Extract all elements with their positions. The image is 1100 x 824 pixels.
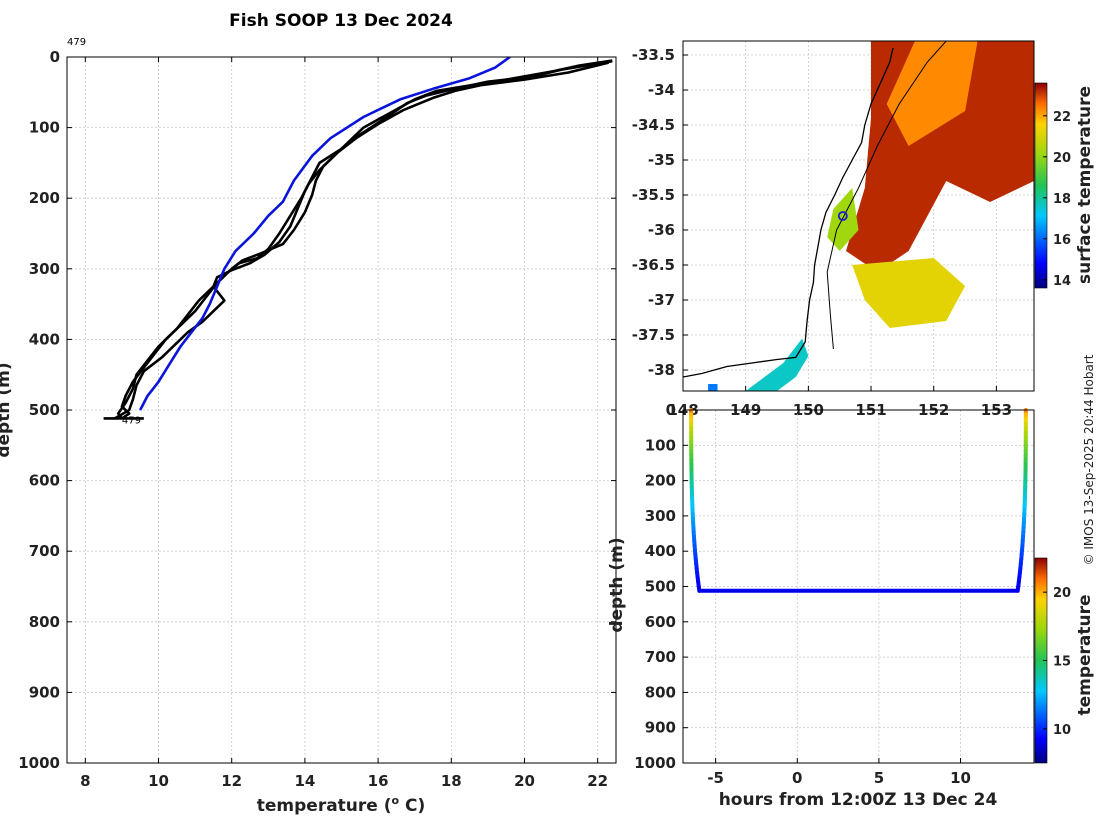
depth-time-y-tick-label: 700: [645, 648, 676, 666]
depth-time-y-tick-label: 0: [666, 401, 676, 419]
sst-region-coastal-teal: [708, 384, 717, 391]
map-y-tick-label: -34.5: [632, 116, 675, 134]
profile-lines: [104, 57, 613, 419]
profile-y-tick-label: 900: [29, 683, 60, 701]
x-label-main: temperature (: [257, 796, 392, 816]
map-y-tick-label: -37.5: [632, 326, 675, 344]
profile-frame: [67, 57, 616, 763]
profile-y-axis-label: depth (m): [0, 362, 14, 457]
sst-colorbar-tick-label: 14: [1053, 274, 1071, 289]
sst-colorbar-tick-label: 18: [1053, 192, 1071, 207]
profile-y-tick-label: 1000: [18, 754, 60, 772]
depth-time-y-tick-label: 100: [645, 436, 676, 454]
temperature-colorbar-label: temperature: [1075, 594, 1095, 715]
profile-x-tick-label: 16: [368, 772, 389, 790]
depth-time-trace: [691, 410, 1026, 591]
profile-y-tick-label: 800: [29, 613, 60, 631]
depth-time-y-tick-label: 400: [645, 542, 676, 560]
profile-x-tick-label: 10: [148, 772, 169, 790]
temperature-colorbar-tick-label: 20: [1053, 586, 1071, 601]
map-y-tick-label: -38: [648, 361, 675, 379]
depth-time-x-tick-label: 5: [874, 769, 884, 787]
profile-series-cast-1: [118, 61, 612, 419]
sst-colorbar-tick-label: 20: [1053, 151, 1071, 166]
figure-title: Fish SOOP 13 Dec 2024: [229, 11, 453, 31]
map-y-tick-label: -34: [648, 81, 675, 99]
sst-colorbar-label: surface temperature: [1075, 86, 1095, 284]
depth-time-y-tick-label: 200: [645, 472, 676, 490]
depth-time-x-tick-label: 0: [792, 769, 802, 787]
profile-series-cast-2: [115, 61, 613, 418]
profile-y-tick-label: 200: [29, 189, 60, 207]
depth-time-y-tick-label: 1000: [634, 754, 676, 772]
depth-time-y-tick-label: 300: [645, 507, 676, 525]
depth-time-grid: [683, 410, 1034, 763]
depth-time-y-tick-label: 800: [645, 683, 676, 701]
depth-time-y-tick-label: 500: [645, 578, 676, 596]
map-y-tick-label: -37: [648, 291, 675, 309]
temperature-profile-panel: 8 10 12 14 16 18 20 22 0 100 200 300 400 500 600 700 800…: [0, 37, 616, 816]
depth-time-y-tick-label: 900: [645, 719, 676, 737]
sst-map-panel: -33.5 -34 -34.5 -35 -35.5 -36 -36.5 -37 -37.5 -38…: [632, 41, 1095, 419]
map-y-tick-label: -35.5: [632, 186, 675, 204]
map-y-tick-label: -33.5: [632, 46, 675, 64]
profile-x-tick-label: 12: [221, 772, 242, 790]
depth-time-x-tick-label: 10: [950, 769, 971, 787]
profile-bottom-annotation: 479: [122, 415, 141, 426]
depth-time-x-tick-label: -5: [707, 769, 724, 787]
sst-colorbar-tick-label: 16: [1053, 233, 1071, 248]
profile-series-cast-4: [140, 57, 510, 410]
depth-time-y-axis-label: depth (m): [607, 537, 627, 632]
profile-x-axis-label: temperature (o C): [257, 794, 426, 816]
profile-y-tick-label: 100: [29, 119, 60, 137]
profile-y-tick-label: 500: [29, 401, 60, 419]
profile-y-tick-label: 700: [29, 542, 60, 560]
profile-grid: [67, 57, 616, 763]
map-y-tick-label: -36: [648, 221, 675, 239]
profile-y-tick-label: 600: [29, 472, 60, 490]
temperature-colorbar-tick-label: 10: [1053, 723, 1071, 738]
profile-x-tick-label: 22: [587, 772, 608, 790]
sst-colorbar-tick-label: 22: [1053, 110, 1071, 125]
temperature-colorbar-tick-label: 15: [1053, 655, 1071, 670]
profile-x-tick-label: 8: [80, 772, 90, 790]
depth-time-y-tick-label: 600: [645, 613, 676, 631]
profile-x-tick-label: 20: [514, 772, 535, 790]
profile-y-tick-label: 400: [29, 330, 60, 348]
map-y-tick-label: -35: [648, 151, 675, 169]
profile-y-tick-label: 0: [50, 48, 60, 66]
profile-y-tick-label: 300: [29, 260, 60, 278]
depth-time-x-axis-label: hours from 12:00Z 13 Dec 24: [719, 790, 998, 810]
imos-credit: © IMOS 13-Sep-2025 20:44 Hobart: [1082, 354, 1096, 565]
x-label-unit: C): [399, 796, 425, 816]
map-y-tick-label: -36.5: [632, 256, 675, 274]
profile-x-tick-label: 14: [294, 772, 315, 790]
profile-x-tick-label: 18: [441, 772, 462, 790]
profile-top-annotation: 479: [67, 37, 86, 48]
sst-colorbar: [1035, 83, 1047, 288]
